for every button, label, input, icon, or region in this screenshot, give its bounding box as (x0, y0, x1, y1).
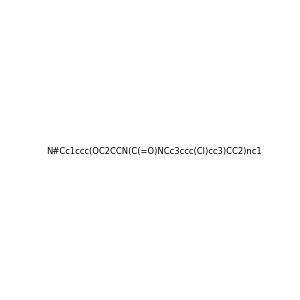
Text: N#Cc1ccc(OC2CCN(C(=O)NCc3ccc(Cl)cc3)CC2)nc1: N#Cc1ccc(OC2CCN(C(=O)NCc3ccc(Cl)cc3)CC2)… (46, 147, 262, 156)
